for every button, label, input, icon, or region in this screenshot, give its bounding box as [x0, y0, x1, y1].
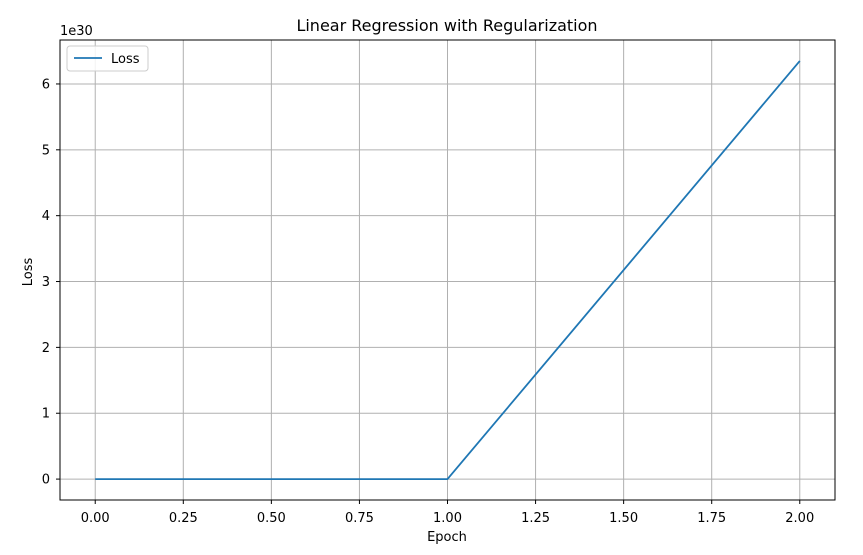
y-offset-label: 1e30 [60, 24, 93, 39]
x-tick-label: 1.75 [697, 511, 726, 526]
y-tick-label: 5 [42, 143, 50, 158]
x-tick-label: 1.50 [609, 511, 638, 526]
y-tick-label: 3 [42, 275, 50, 290]
grid [60, 40, 835, 500]
legend: Loss [66, 45, 149, 72]
plot-frame [59, 39, 836, 501]
loss-line [95, 60, 801, 481]
y-tick-label: 2 [42, 341, 50, 356]
series-lines [95, 60, 801, 481]
x-tick-label: 1.00 [433, 511, 462, 526]
x-axis-title: Epoch [427, 530, 467, 545]
y-axis-title: Loss [21, 258, 36, 287]
y-tick-label: 0 [42, 473, 50, 488]
y-tick-label: 4 [42, 209, 50, 224]
x-tick-label: 0.50 [257, 511, 286, 526]
y-tick-label: 6 [42, 77, 50, 92]
legend-box [66, 45, 149, 72]
x-tick-label: 0.75 [345, 511, 374, 526]
x-tick-label: 2.00 [785, 511, 814, 526]
legend-label: Loss [111, 52, 140, 67]
x-tick-label: 1.25 [521, 511, 550, 526]
chart-title: Linear Regression with Regularization [296, 16, 597, 35]
ticks: 0.00 0.25 0.50 0.75 1.00 1.25 1.50 1.75 2.00 0 1 2 3… [42, 77, 815, 526]
y-tick-label: 1 [42, 407, 50, 422]
x-tick-label: 0.25 [169, 511, 198, 526]
x-tick-label: 0.00 [81, 511, 110, 526]
